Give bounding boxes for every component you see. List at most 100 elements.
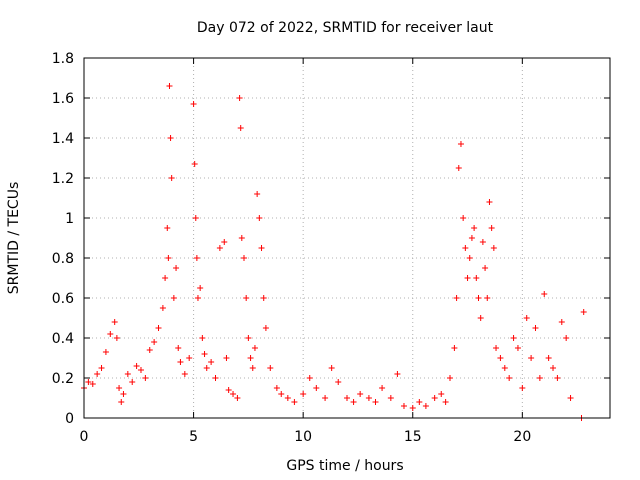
data-point — [554, 375, 561, 381]
data-point — [322, 395, 329, 401]
data-point — [372, 399, 379, 405]
y-axis-label: SRMTID / TECUs — [6, 182, 22, 295]
data-point — [155, 325, 162, 331]
data-point — [193, 255, 200, 261]
data-point — [471, 225, 478, 231]
data-point — [201, 351, 208, 357]
data-point — [514, 345, 521, 351]
data-point — [460, 215, 467, 221]
data-point — [170, 295, 177, 301]
data-point — [177, 359, 184, 365]
y-tick-label: 1.6 — [52, 91, 74, 107]
data-point — [477, 315, 484, 321]
data-point — [262, 325, 269, 331]
data-point — [291, 399, 298, 405]
data-point — [146, 347, 153, 353]
x-tick-label: 20 — [513, 429, 531, 445]
data-point — [431, 395, 438, 401]
data-point — [541, 291, 548, 297]
data-point — [563, 335, 570, 341]
data-point — [486, 199, 493, 205]
data-point — [129, 379, 136, 385]
data-point — [216, 245, 223, 251]
data-point — [488, 225, 495, 231]
data-point — [313, 385, 320, 391]
data-point — [550, 365, 557, 371]
data-point — [532, 325, 539, 331]
data-point — [475, 295, 482, 301]
data-point — [442, 399, 449, 405]
data-point — [267, 365, 274, 371]
data-point — [453, 295, 460, 301]
data-point — [357, 391, 364, 397]
data-point — [523, 315, 530, 321]
data-point — [580, 309, 587, 315]
y-tick-label: 0.6 — [52, 291, 74, 307]
data-point — [94, 371, 101, 377]
data-point — [186, 355, 193, 361]
data-point — [260, 295, 267, 301]
data-point — [98, 365, 105, 371]
data-point — [438, 391, 445, 397]
data-point — [181, 371, 188, 377]
y-tick-label: 0 — [65, 411, 74, 427]
data-point — [473, 275, 480, 281]
data-point — [175, 345, 182, 351]
data-point — [194, 295, 201, 301]
data-point — [192, 215, 199, 221]
data-point — [124, 371, 131, 377]
data-point — [335, 379, 342, 385]
data-point — [300, 391, 307, 397]
data-point — [422, 403, 429, 409]
data-point — [394, 371, 401, 377]
data-point — [273, 385, 280, 391]
data-point — [519, 385, 526, 391]
data-point — [167, 135, 174, 141]
data-point — [464, 275, 471, 281]
data-point — [113, 335, 120, 341]
data-point — [102, 349, 109, 355]
data-point — [501, 365, 508, 371]
data-point — [306, 375, 313, 381]
data-point — [166, 83, 173, 89]
data-point — [162, 275, 169, 281]
data-point — [107, 331, 114, 337]
data-point — [466, 255, 473, 261]
data-point — [85, 379, 92, 385]
data-point — [387, 395, 394, 401]
data-point — [159, 305, 166, 311]
data-point — [278, 391, 285, 397]
data-point — [230, 391, 237, 397]
data-point — [462, 245, 469, 251]
x-tick-label: 0 — [80, 429, 89, 445]
data-point — [490, 245, 497, 251]
data-point — [284, 395, 291, 401]
data-point — [236, 95, 243, 101]
data-point — [506, 375, 513, 381]
data-point — [536, 375, 543, 381]
data-point — [365, 395, 372, 401]
data-point — [379, 385, 386, 391]
data-point — [455, 165, 462, 171]
data-point — [120, 391, 127, 397]
data-point — [258, 245, 265, 251]
y-tick-label: 1.8 — [52, 51, 74, 67]
data-point — [118, 399, 125, 405]
data-point — [133, 363, 140, 369]
data-point — [328, 365, 335, 371]
y-tick-label: 1 — [65, 211, 74, 227]
data-point — [249, 365, 256, 371]
data-point — [212, 375, 219, 381]
data-points — [81, 83, 587, 421]
chart-title: Day 072 of 2022, SRMTID for receiver lau… — [197, 20, 494, 36]
data-point — [482, 265, 489, 271]
data-point — [237, 125, 244, 131]
data-point — [164, 225, 171, 231]
data-point — [173, 265, 180, 271]
data-point — [137, 367, 144, 373]
data-point — [451, 345, 458, 351]
data-point — [221, 239, 228, 245]
data-point — [484, 295, 491, 301]
y-tick-label: 0.2 — [52, 371, 74, 387]
